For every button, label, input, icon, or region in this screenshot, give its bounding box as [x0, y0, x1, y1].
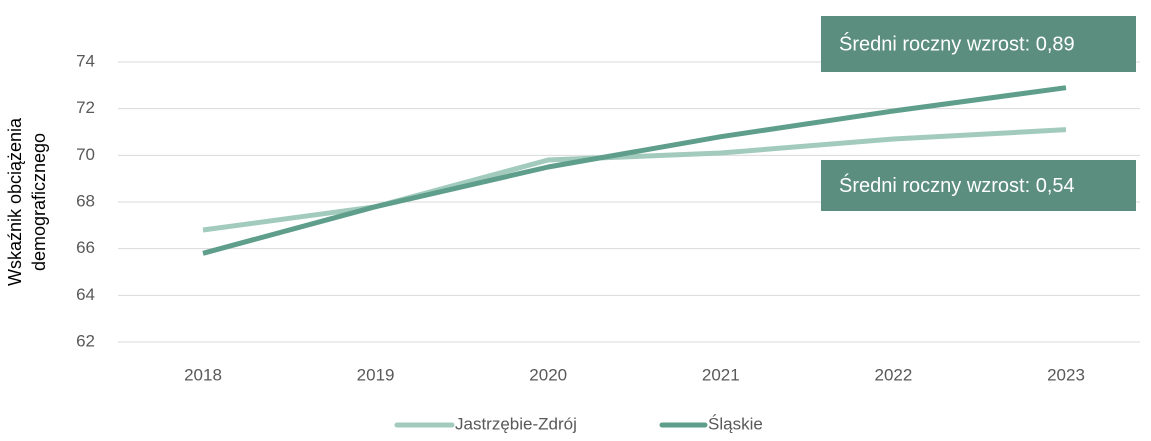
y-axis-label-line: demograficznego — [29, 133, 49, 271]
x-tick-label: 2023 — [1047, 365, 1085, 384]
annotation-box — [821, 160, 1136, 211]
x-tick-label: 2021 — [702, 365, 740, 384]
y-tick-label: 64 — [76, 285, 95, 304]
annotation-box — [821, 16, 1136, 72]
y-tick-label: 68 — [76, 191, 95, 210]
x-tick-label: 2022 — [874, 365, 912, 384]
y-tick-label: 70 — [76, 145, 95, 164]
y-tick-label: 66 — [76, 238, 95, 257]
y-tick-label: 62 — [76, 331, 95, 350]
annotation-text: Średni roczny wzrost: 0,89 — [839, 31, 1075, 55]
x-tick-label: 2020 — [529, 365, 567, 384]
legend-label: Śląskie — [708, 414, 763, 433]
y-axis-label-line: Wskaźnik obciążenia — [5, 117, 25, 286]
y-axis-label: Wskaźnik obciążenia demograficznego — [5, 117, 49, 286]
y-tick-label: 74 — [76, 51, 95, 70]
legend-label: Jastrzębie-Zdrój — [455, 414, 577, 433]
annotation-text: Średni roczny wzrost: 0,54 — [839, 173, 1075, 197]
x-tick-label: 2018 — [184, 365, 222, 384]
series-line — [202, 85, 1067, 256]
series-line — [202, 127, 1067, 233]
x-tick-label: 2019 — [357, 365, 395, 384]
y-tick-label: 72 — [76, 98, 95, 117]
